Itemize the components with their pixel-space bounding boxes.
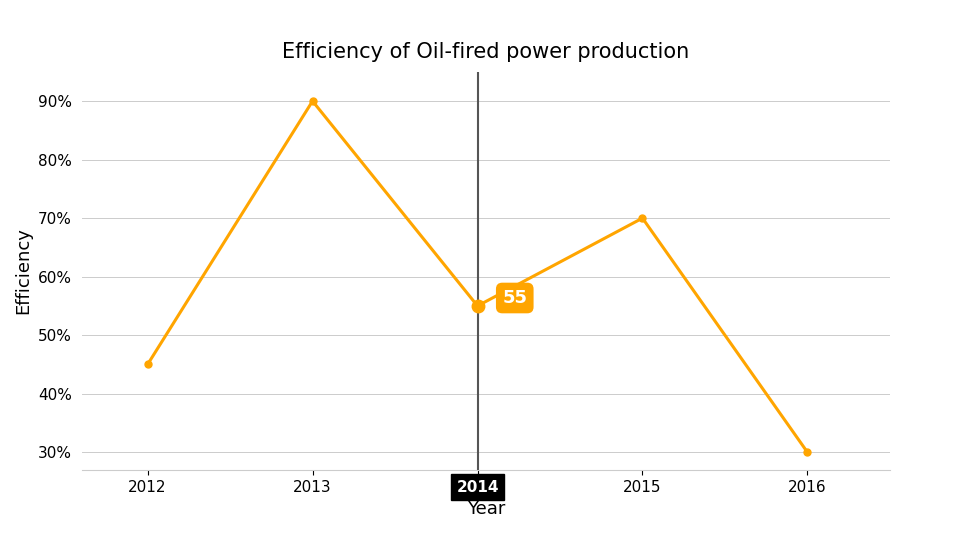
Y-axis label: Efficiency: Efficiency <box>14 227 33 314</box>
Text: □: □ <box>917 110 943 138</box>
Text: ○: ○ <box>918 256 942 284</box>
Text: 55: 55 <box>502 289 527 307</box>
Text: 11:33: 11:33 <box>820 16 873 34</box>
Text: 🤖: 🤖 <box>184 18 194 32</box>
Text: ⚡: ⚡ <box>22 18 33 32</box>
Text: 💬: 💬 <box>131 18 139 32</box>
Text: ◁: ◁ <box>919 402 941 430</box>
X-axis label: Year: Year <box>467 500 505 518</box>
Text: 🔄: 🔄 <box>77 18 85 32</box>
Title: Efficiency of Oil-fired power production: Efficiency of Oil-fired power production <box>282 42 689 62</box>
